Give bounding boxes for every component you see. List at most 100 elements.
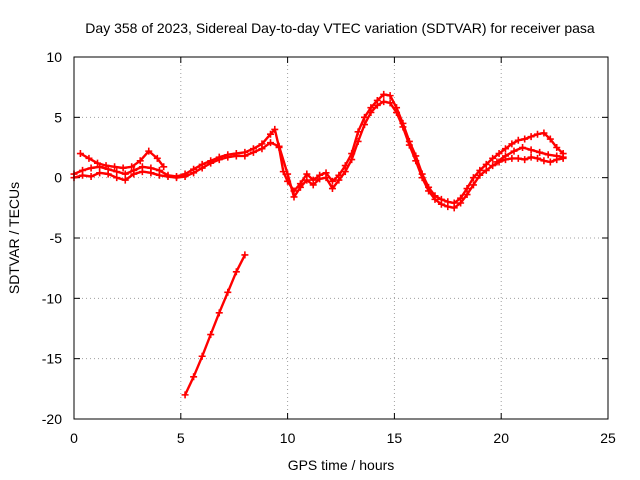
data-point <box>493 158 501 166</box>
data-point <box>267 130 275 138</box>
y-tick-label: 0 <box>54 170 62 186</box>
data-point <box>469 174 477 182</box>
data-point <box>521 135 529 143</box>
data-point <box>425 187 433 195</box>
data-point <box>418 174 426 182</box>
data-point <box>207 159 215 167</box>
data-point <box>198 164 206 172</box>
data-point <box>450 204 458 212</box>
data-point <box>207 331 215 339</box>
data-point <box>501 152 509 160</box>
data-point <box>380 90 388 98</box>
data-point <box>104 170 112 178</box>
x-tick-label: 20 <box>493 430 509 446</box>
plot-area <box>70 90 567 399</box>
x-axis-label: GPS time / hours <box>288 457 395 473</box>
data-point <box>534 130 542 138</box>
data-point <box>380 98 388 106</box>
data-point <box>482 166 490 174</box>
series-track-1 <box>70 90 567 207</box>
data-point <box>241 251 249 259</box>
x-tick-label: 0 <box>70 430 78 446</box>
data-point <box>87 172 95 180</box>
data-point <box>271 125 279 133</box>
data-point <box>241 152 249 160</box>
y-tick-label: -20 <box>42 411 62 427</box>
data-point <box>514 136 522 144</box>
data-point <box>164 172 172 180</box>
y-tick-label: -15 <box>42 351 62 367</box>
data-point <box>232 152 240 160</box>
data-point <box>508 154 516 162</box>
series-track-5 <box>181 251 249 399</box>
y-axis-label: SDTVAR / TECUs <box>6 182 22 294</box>
data-point <box>119 164 127 172</box>
data-point <box>534 154 542 162</box>
data-point <box>113 168 121 176</box>
data-point <box>399 123 407 131</box>
x-tick-label: 25 <box>600 430 616 446</box>
data-point <box>232 268 240 276</box>
y-tick-label: -5 <box>50 230 63 246</box>
data-point <box>393 109 401 117</box>
data-point <box>160 163 168 171</box>
series-line <box>183 253 247 397</box>
data-point <box>553 144 561 151</box>
data-point <box>136 157 144 165</box>
data-point <box>501 145 509 153</box>
data-point <box>354 137 362 145</box>
plot-frame <box>73 56 609 420</box>
data-point <box>360 113 368 121</box>
data-point <box>463 191 471 199</box>
data-point <box>412 157 420 165</box>
data-point <box>87 164 95 172</box>
data-point <box>296 183 304 191</box>
data-point <box>463 185 471 193</box>
data-point <box>360 121 368 129</box>
y-tick-label: 10 <box>46 49 62 65</box>
data-point <box>546 158 554 166</box>
data-point <box>190 373 198 381</box>
data-point <box>145 147 153 155</box>
y-tick-label: 5 <box>54 109 62 125</box>
data-point <box>275 142 283 150</box>
data-point <box>130 170 138 178</box>
data-point <box>102 162 110 170</box>
x-tick-label: 15 <box>387 430 403 446</box>
data-point <box>303 170 311 178</box>
series-track-4 <box>493 144 567 166</box>
data-point <box>536 148 544 156</box>
data-point <box>341 168 349 176</box>
data-point <box>128 163 136 171</box>
data-point <box>113 174 121 182</box>
data-point <box>190 169 198 177</box>
data-point <box>258 145 266 153</box>
data-point <box>309 181 317 189</box>
data-point <box>510 147 518 155</box>
chart-title: Day 358 of 2023, Sidereal Day-to-day VTE… <box>85 20 595 36</box>
data-point <box>284 170 292 178</box>
data-point <box>431 195 439 203</box>
x-tick-label: 5 <box>177 430 185 446</box>
data-point <box>367 109 375 117</box>
data-point <box>489 162 497 170</box>
data-point <box>249 148 257 156</box>
data-point <box>76 150 84 158</box>
data-point <box>437 200 445 208</box>
data-point <box>527 133 535 141</box>
data-point <box>303 176 311 184</box>
data-point <box>153 154 161 162</box>
data-point <box>121 170 129 178</box>
data-point <box>348 156 356 164</box>
y-tick-label: -10 <box>42 290 62 306</box>
grid-lines <box>74 57 608 419</box>
data-point <box>215 309 223 317</box>
data-point <box>405 141 413 149</box>
series-track-2 <box>70 98 567 212</box>
data-point <box>495 150 503 158</box>
series-track-3 <box>76 147 168 172</box>
data-point <box>527 153 535 161</box>
data-point <box>198 352 206 360</box>
